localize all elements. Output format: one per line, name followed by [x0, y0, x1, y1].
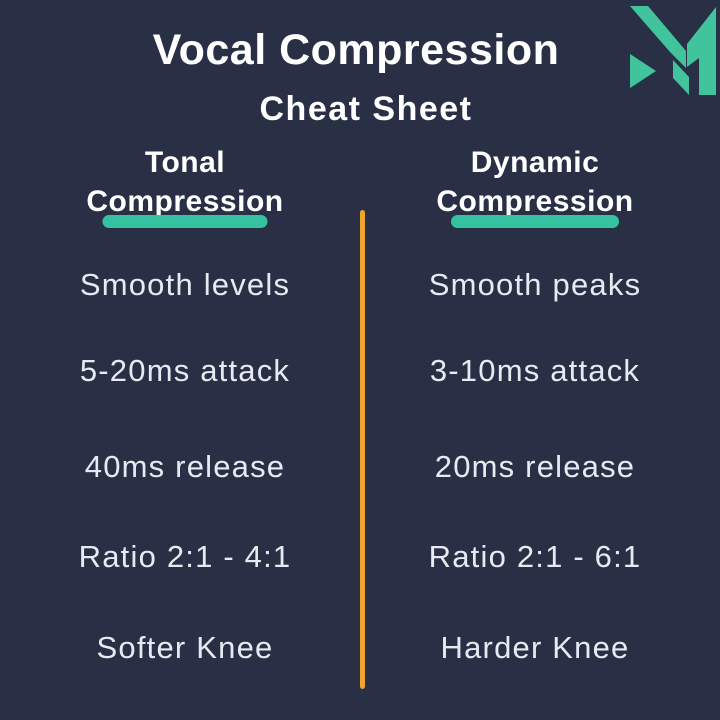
tonal-cell-knee: Softer Knee: [96, 630, 274, 665]
page-title: Vocal Compression: [152, 26, 560, 74]
dynamic-cell-knee: Harder Knee: [440, 630, 630, 665]
column-heading-tonal-line2: Compression: [86, 185, 284, 218]
tonal-cell-release: 40ms release: [84, 449, 286, 484]
dynamic-cell-release: 20ms release: [434, 449, 636, 484]
teal-underline-right: [451, 215, 619, 228]
m-play-logo-icon: [630, 6, 716, 95]
tonal-cell-ratio: Ratio 2:1 - 4:1: [78, 539, 292, 574]
dynamic-cell-ratio: Ratio 2:1 - 6:1: [428, 539, 642, 574]
dynamic-cell-smooth-peaks: Smooth peaks: [428, 267, 642, 302]
teal-underline-left: [102, 215, 268, 228]
tonal-cell-smooth-levels: Smooth levels: [79, 267, 291, 302]
dynamic-cell-attack: 3-10ms attack: [429, 353, 641, 388]
column-divider-line: [360, 210, 365, 689]
column-heading-tonal-line1: Tonal: [144, 146, 226, 179]
page-subtitle: Cheat Sheet: [259, 90, 473, 128]
column-heading-dynamic-line2: Compression: [436, 185, 634, 218]
dynamic-compression-column: Dynamic Compression Smooth peaks 3-10ms …: [350, 0, 720, 720]
column-heading-dynamic-line1: Dynamic: [470, 146, 600, 179]
tonal-cell-attack: 5-20ms attack: [79, 353, 291, 388]
tonal-compression-column: Tonal Compression Smooth levels 5-20ms a…: [78, 146, 292, 665]
